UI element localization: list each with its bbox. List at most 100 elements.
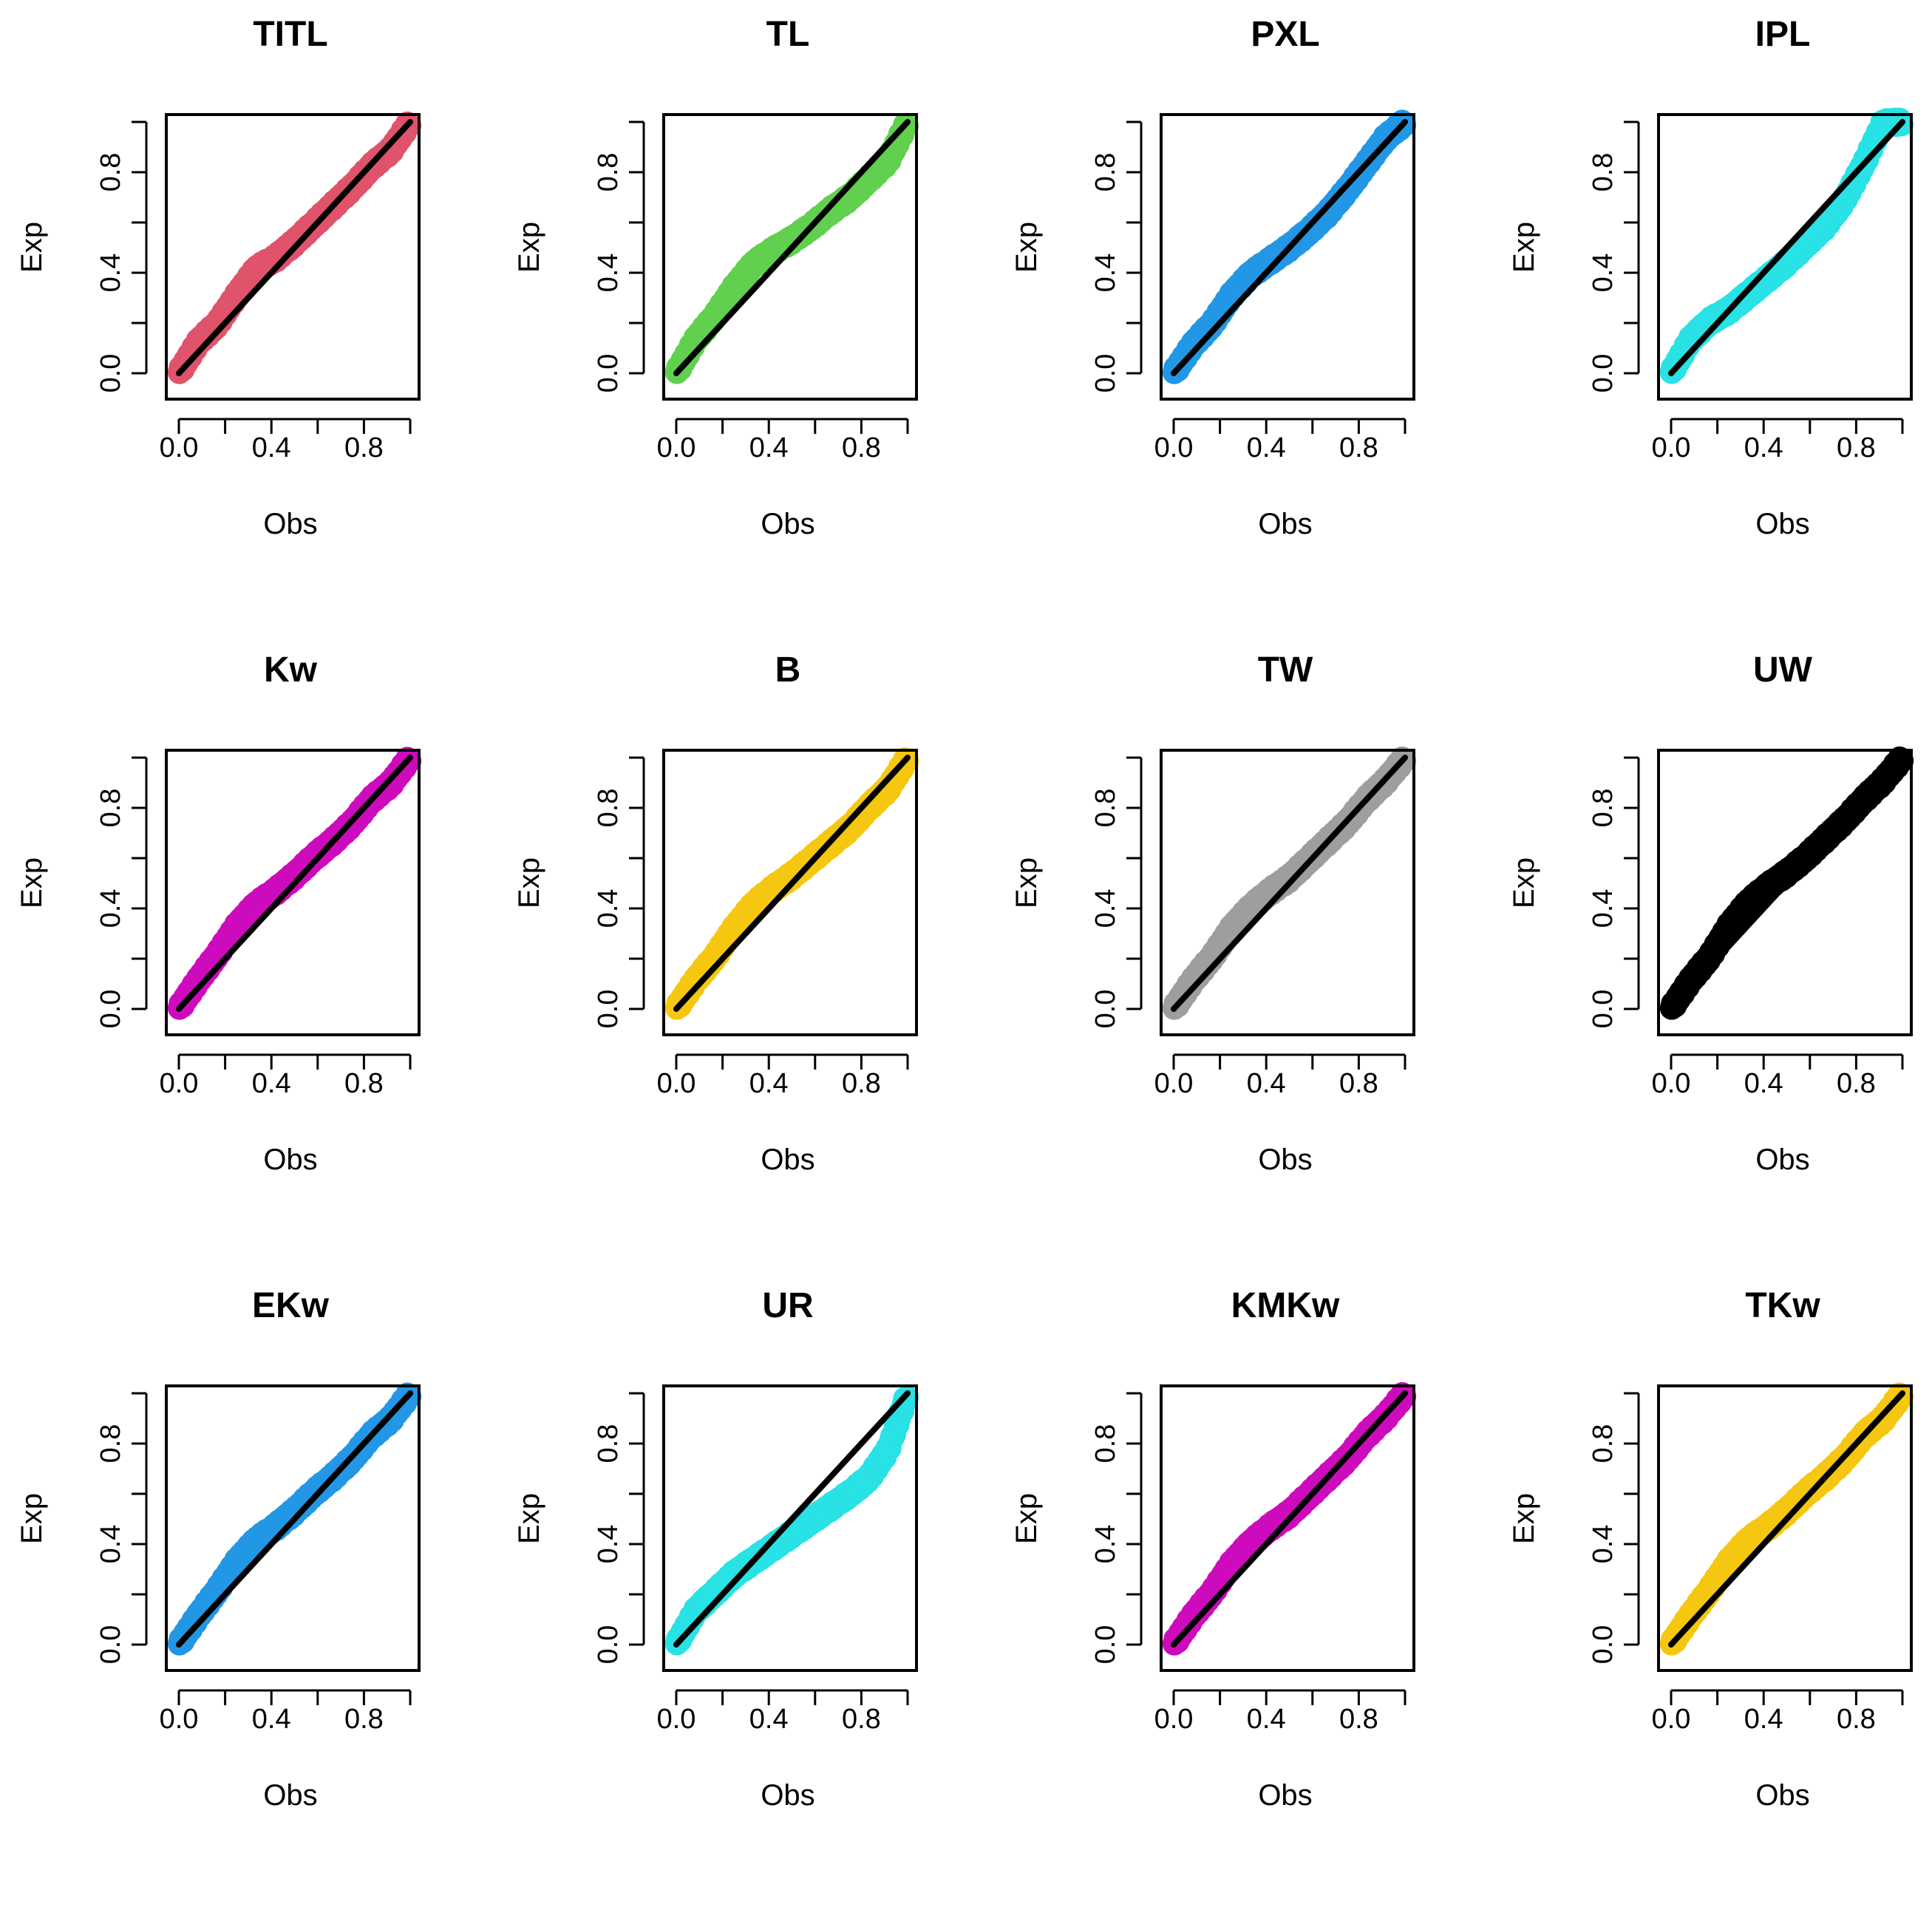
x-tick-label: 0.4 — [749, 1704, 789, 1735]
x-tick-label: 0.0 — [1652, 1068, 1691, 1099]
plot-frame — [1657, 749, 1913, 1036]
pp-plot-svg: TITL 0.0 0.4 0.8 Obs 0.0 0.4 0.8 Exp — [16, 15, 422, 540]
x-tick-label: 0.8 — [1339, 1704, 1378, 1735]
y-tick-label: 0.4 — [593, 1525, 624, 1564]
pp-panel-pxl: PXL 0.0 0.4 0.8 Obs 0.0 0.4 0.8 Exp — [995, 0, 1492, 636]
pp-plot-svg: TW 0.0 0.4 0.8 Obs 0.0 0.4 0.8 Exp — [1010, 650, 1417, 1176]
pp-plot-svg: Kw 0.0 0.4 0.8 Obs 0.0 0.4 0.8 Exp — [16, 650, 422, 1176]
x-tick-label: 0.4 — [1744, 1704, 1783, 1735]
y-tick-label: 0.4 — [1090, 1525, 1121, 1564]
x-tick-label: 0.8 — [1339, 432, 1378, 463]
x-axis-label: Obs — [761, 1779, 814, 1812]
reference-line — [673, 755, 911, 1012]
x-tick-label: 0.0 — [1154, 1704, 1194, 1735]
y-tick-label: 0.8 — [95, 153, 126, 192]
x-axis-label: Obs — [1755, 1779, 1809, 1812]
reference-line — [1668, 755, 1905, 1012]
y-axis-label: Exp — [513, 857, 545, 908]
y-tick-label: 0.0 — [95, 354, 126, 393]
x-axis-label: Obs — [1258, 1143, 1312, 1176]
chart-title: B — [775, 650, 801, 690]
y-axis-label: Exp — [1508, 222, 1540, 273]
pp-panel-ekw: EKw 0.0 0.4 0.8 Obs 0.0 0.4 0.8 Exp — [0, 1271, 497, 1907]
pp-panel-kmkw: KMKw 0.0 0.4 0.8 Obs 0.0 0.4 0.8 Exp — [995, 1271, 1492, 1907]
x-tick-label: 0.4 — [1247, 432, 1286, 463]
data-points — [664, 1385, 919, 1656]
chart-title: TW — [1258, 650, 1313, 690]
reference-line — [176, 119, 413, 376]
y-tick-label: 0.8 — [95, 789, 126, 828]
y-tick-label: 0.8 — [593, 1424, 624, 1464]
y-axis-label: Exp — [1010, 857, 1043, 908]
chart-title: Kw — [264, 650, 318, 690]
pp-panel-b: B 0.0 0.4 0.8 Obs 0.0 0.4 0.8 Exp — [497, 636, 995, 1271]
y-axis-label: Exp — [1010, 1493, 1043, 1544]
plot-frame — [1657, 113, 1913, 401]
y-tick-label: 0.0 — [1090, 354, 1121, 393]
y-tick-label: 0.4 — [1090, 889, 1121, 928]
pp-panel-ur: UR 0.0 0.4 0.8 Obs 0.0 0.4 0.8 Exp — [497, 1271, 995, 1907]
x-tick-label: 0.8 — [1837, 1068, 1876, 1099]
y-tick-label: 0.4 — [95, 889, 126, 928]
chart-title: IPL — [1755, 15, 1811, 54]
y-tick-label: 0.8 — [1090, 153, 1121, 192]
plot-frame — [1160, 1384, 1415, 1672]
reference-line — [673, 1390, 911, 1648]
plot-frame — [1160, 749, 1415, 1036]
x-axis-label: Obs — [263, 1143, 317, 1176]
plot-frame — [1160, 113, 1415, 401]
x-axis-label: Obs — [1258, 1779, 1312, 1812]
x-tick-label: 0.8 — [344, 1704, 384, 1735]
x-tick-label: 0.0 — [160, 1704, 199, 1735]
x-tick-label: 0.4 — [252, 1704, 291, 1735]
plot-frame — [662, 113, 918, 401]
pp-panel-ipl: IPL 0.0 0.4 0.8 Obs 0.0 0.4 0.8 Exp — [1492, 0, 1932, 636]
y-axis-label: Exp — [513, 1493, 545, 1544]
x-tick-label: 0.4 — [1744, 1068, 1783, 1099]
y-axis-label: Exp — [1010, 222, 1043, 273]
y-tick-label: 0.8 — [1090, 1424, 1121, 1464]
chart-title: TKw — [1745, 1286, 1820, 1325]
y-tick-label: 0.4 — [1588, 1525, 1619, 1564]
x-tick-label: 0.8 — [344, 1068, 384, 1099]
plot-frame — [165, 113, 421, 401]
reference-line — [1171, 755, 1408, 1012]
x-axis-label: Obs — [1755, 508, 1809, 540]
x-tick-label: 0.8 — [842, 1704, 881, 1735]
pp-panel-uw: UW 0.0 0.4 0.8 Obs 0.0 0.4 0.8 Exp — [1492, 636, 1932, 1271]
reference-line — [1171, 119, 1408, 376]
pp-panel-tl: TL 0.0 0.4 0.8 Obs 0.0 0.4 0.8 Exp — [497, 0, 995, 636]
x-tick-label: 0.8 — [344, 432, 384, 463]
y-tick-label: 0.8 — [593, 153, 624, 192]
chart-title: TITL — [253, 15, 327, 54]
x-tick-label: 0.4 — [1744, 432, 1783, 463]
y-tick-label: 0.0 — [593, 1625, 624, 1665]
y-tick-label: 0.0 — [1588, 1625, 1619, 1665]
y-tick-label: 0.8 — [1588, 153, 1619, 192]
plot-frame — [662, 749, 918, 1036]
plot-frame — [1657, 1384, 1913, 1672]
plot-frame — [165, 749, 421, 1036]
x-tick-label: 0.0 — [1154, 432, 1194, 463]
y-axis-label: Exp — [1508, 857, 1540, 908]
y-axis-label: Exp — [1508, 1493, 1540, 1544]
pp-panel-titl: TITL 0.0 0.4 0.8 Obs 0.0 0.4 0.8 Exp — [0, 0, 497, 636]
pp-plot-svg: TL 0.0 0.4 0.8 Obs 0.0 0.4 0.8 Exp — [513, 15, 919, 540]
x-tick-label: 0.8 — [1837, 432, 1876, 463]
y-axis-label: Exp — [16, 857, 48, 908]
x-axis-label: Obs — [263, 1779, 317, 1812]
y-tick-label: 0.8 — [95, 1424, 126, 1464]
pp-plot-svg: UW 0.0 0.4 0.8 Obs 0.0 0.4 0.8 Exp — [1508, 650, 1914, 1176]
y-tick-label: 0.4 — [1090, 254, 1121, 293]
y-tick-label: 0.4 — [1588, 889, 1619, 928]
y-tick-label: 0.0 — [1588, 354, 1619, 393]
pp-plot-svg: B 0.0 0.4 0.8 Obs 0.0 0.4 0.8 Exp — [513, 650, 919, 1176]
reference-line — [673, 119, 911, 376]
y-tick-label: 0.0 — [593, 354, 624, 393]
reference-line — [1171, 1390, 1408, 1648]
y-tick-label: 0.0 — [95, 990, 126, 1029]
pp-panel-tkw: TKw 0.0 0.4 0.8 Obs 0.0 0.4 0.8 Exp — [1492, 1271, 1932, 1907]
pp-panel-kw: Kw 0.0 0.4 0.8 Obs 0.0 0.4 0.8 Exp — [0, 636, 497, 1271]
x-axis-label: Obs — [761, 1143, 814, 1176]
chart-title: PXL — [1251, 15, 1319, 54]
